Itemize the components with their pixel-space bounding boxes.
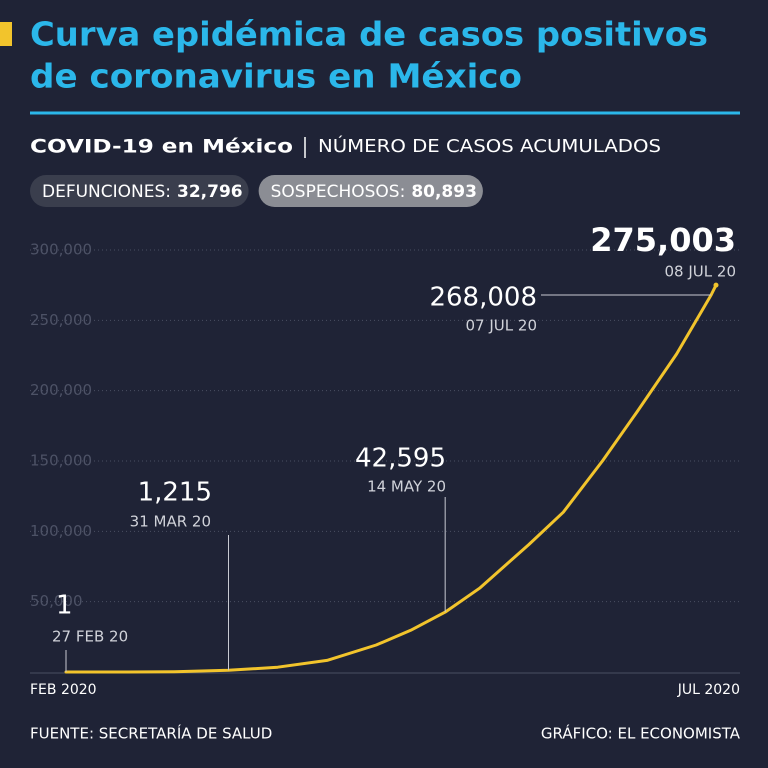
annotation-date: 07 JUL 20 [466, 317, 537, 335]
badge-label: DEFUNCIONES: [42, 182, 171, 202]
source: FUENTE: SECRETARÍA DE SALUD [30, 724, 272, 743]
annotation-date: 31 MAR 20 [130, 513, 211, 531]
y-tick-label: 250,000 [30, 311, 92, 329]
badge-value: 32,796 [177, 182, 243, 202]
y-tick-label: 200,000 [30, 381, 92, 399]
annotation-value: 268,008 [429, 283, 537, 313]
line [64, 283, 718, 674]
credit: GRÁFICO: EL ECONOMISTA [541, 724, 741, 743]
annotation-date: 08 JUL 20 [665, 263, 736, 281]
annotation-value: 1,215 [138, 478, 212, 508]
annotation-value: 42,595 [355, 444, 446, 474]
badge [258, 175, 483, 207]
badge-text: DEFUNCIONES: 32,796 [42, 182, 243, 202]
y-tick-label: 300,000 [30, 241, 92, 259]
accent-bar [0, 22, 12, 46]
badge-value: 80,893 [411, 182, 477, 202]
badge-label: SOSPECHOSOS: [271, 182, 406, 202]
annotation-value: 275,003 [590, 221, 736, 259]
annotation-value: 1 [56, 591, 73, 621]
annotation-date: 14 MAY 20 [367, 478, 446, 496]
subtitle: NÚMERO DE CASOS ACUMULADOS [318, 135, 661, 157]
subtitle-bold: COVID-19 en México [30, 136, 293, 158]
badges: DEFUNCIONES: 32,796 SOSPECHOSOS: 80,893 [30, 175, 483, 207]
y-tick-label: 50,000 [30, 592, 83, 610]
title-line: de coronavirus en México [30, 57, 522, 96]
chart: 50,000 100,000 150,000 200,000 250,000 300,00… [30, 221, 740, 698]
badge [30, 175, 249, 207]
x-tick-label: JUL 2020 [677, 682, 740, 698]
point-marker [713, 282, 719, 288]
annotation-date: 27 FEB 20 [52, 628, 128, 646]
x-tick-label: FEB 2020 [30, 682, 97, 698]
title-line: Curva epidémica de casos positivos [30, 15, 708, 54]
y-tick-label: 100,000 [30, 522, 92, 540]
y-tick-label: 150,000 [30, 452, 92, 470]
badge-text: SOSPECHOSOS: 80,893 [271, 182, 477, 202]
